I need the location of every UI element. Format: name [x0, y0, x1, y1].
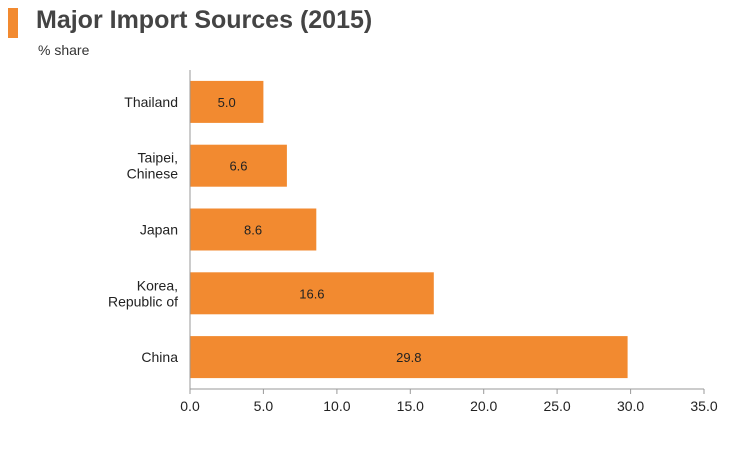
category-label-3-line-1: Republic of [108, 293, 178, 309]
x-tick-label-0: 0.0 [180, 398, 200, 414]
x-tick-label-2: 10.0 [323, 398, 350, 414]
x-tick-label-7: 35.0 [690, 398, 717, 414]
bar-0 [190, 80, 264, 123]
bar-4 [190, 336, 628, 379]
chart-title: Major Import Sources (2015) [36, 6, 373, 34]
chart-subtitle: % share [38, 42, 90, 58]
category-label-0: Thailand [124, 94, 178, 110]
bar-value-label-1: 6.6 [229, 159, 247, 174]
x-tick-label-6: 30.0 [617, 398, 644, 414]
x-tick-label-4: 20.0 [470, 398, 497, 414]
bar-value-label-2: 8.6 [244, 223, 262, 238]
category-label-1-line-0: Taipei, [138, 150, 178, 166]
x-tick-label-1: 5.0 [254, 398, 274, 414]
bar-3 [190, 272, 434, 315]
bar-value-label-4: 29.8 [396, 350, 421, 365]
bar-2 [190, 208, 317, 251]
category-label-1-line-1: Chinese [127, 166, 179, 182]
x-tick-label-5: 25.0 [543, 398, 570, 414]
bar-value-label-3: 16.6 [299, 286, 324, 301]
title-accent-bar [8, 8, 18, 38]
category-label-3-line-0: Korea, [137, 277, 178, 293]
bar-value-label-0: 5.0 [218, 95, 236, 110]
category-label-2: Japan [140, 222, 178, 238]
category-label-4: China [141, 349, 178, 365]
bar-1 [190, 144, 287, 187]
x-tick-label-3: 15.0 [397, 398, 424, 414]
